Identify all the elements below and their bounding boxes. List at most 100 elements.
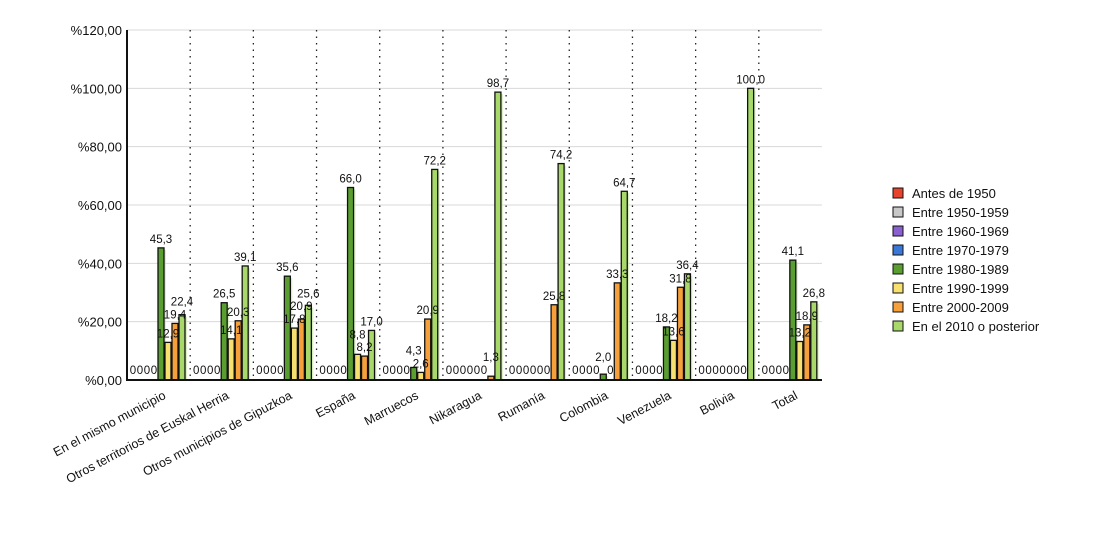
data-label: 12,9 [157,328,179,340]
data-label: 20,3 [227,307,249,319]
bar [367,329,376,381]
legend-label: Entre 1970-1979 [912,243,1009,258]
bar [297,318,306,381]
data-label: 0 [698,365,704,377]
legend-swatch [892,320,904,332]
data-label: 0 [453,365,459,377]
data-label: 0 [586,365,592,377]
x-tick-label: Colombia [557,388,610,425]
data-label: 74,2 [550,150,572,162]
data-label: 0 [277,365,283,377]
y-tick-label: %60,00 [78,198,122,213]
bar [424,318,432,381]
data-label: 0 [144,365,150,377]
data-label: 8,8 [350,329,366,341]
x-tick-label: Bolivia [698,388,737,418]
legend-swatch [892,263,904,275]
data-label: 0 [270,365,276,377]
legend-label: Entre 1980-1989 [912,262,1009,277]
bar [178,314,186,381]
bar [431,168,439,381]
legend-label: Entre 1960-1969 [912,224,1009,239]
bar [360,355,369,381]
data-label: 0 [326,365,332,377]
data-label: 4,3 [406,345,422,357]
data-label: 0 [712,365,718,377]
bar [283,275,292,381]
data-label: 0 [762,365,768,377]
data-label: 0 [579,365,585,377]
data-label: 72,2 [424,155,446,167]
data-label: 66,0 [339,174,361,186]
data-label: 0 [130,365,136,377]
data-label: 0 [733,365,739,377]
data-label: 20,9 [290,301,312,313]
data-label: 0 [200,365,206,377]
data-label: 0 [151,365,157,377]
data-label: 0 [481,365,487,377]
data-label: 0 [193,365,199,377]
y-tick-label: %100,00 [71,81,122,96]
data-label: 0 [635,365,641,377]
data-label: 41,1 [782,246,804,258]
data-label: 0 [333,365,339,377]
legend-swatch [892,187,904,199]
data-label: 18,9 [796,311,818,323]
data-label: 0 [319,365,325,377]
data-label: 26,8 [803,288,825,300]
data-label: 0 [207,365,213,377]
y-tick-label: %120,00 [71,23,122,38]
legend-label: Entre 1990-1999 [912,281,1009,296]
data-label: 19,4 [164,309,187,321]
y-tick-label: %40,00 [78,256,122,271]
data-label: 0 [537,365,543,377]
data-label: 31,8 [669,273,691,285]
bar [417,371,425,381]
data-label: 0 [572,365,578,377]
data-label: 0 [769,365,775,377]
legend-label: Entre 1950-1959 [912,205,1009,220]
data-label: 98,7 [487,78,509,90]
x-tick-label: Marruecos [362,388,421,428]
bar [746,87,755,381]
data-label: 64,7 [613,177,635,189]
data-label: 26,5 [213,289,235,301]
data-label: 0 [263,365,269,377]
data-label: 0 [467,365,473,377]
data-label: 2,0 [595,352,611,364]
legend-swatch [892,282,904,294]
data-label: 0 [390,365,396,377]
data-label: 0 [474,365,480,377]
data-label: 0 [705,365,711,377]
bar [304,304,313,381]
data-label: 0 [776,365,782,377]
bar [683,273,692,381]
bar [550,304,558,381]
data-label: 0 [544,365,550,377]
data-label: 20,9 [417,305,439,317]
legend-label: En el 2010 o posterior [912,319,1040,334]
bar [164,341,172,381]
y-tick-label: %20,00 [78,315,122,330]
data-label: 17,0 [360,316,382,328]
data-label: 13,2 [789,328,811,340]
data-label: 39,1 [234,252,256,264]
bar [227,338,235,381]
x-tick-label: Total [770,388,800,413]
data-label: 0 [340,365,346,377]
data-label: 0 [607,365,613,377]
legend-swatch [892,301,904,313]
data-label: 14,1 [220,325,242,337]
data-label: 100,0 [736,74,765,86]
legend-label: Antes de 1950 [912,186,996,201]
bar [241,265,249,381]
x-tick-label: Venezuela [615,388,673,428]
data-label: 0 [523,365,529,377]
data-label: 25,6 [297,288,319,300]
bar [346,186,355,381]
data-label: 2,6 [413,358,429,370]
legend-swatch [892,206,904,218]
data-label: 17,8 [283,314,305,326]
data-label: 8,2 [357,342,373,354]
